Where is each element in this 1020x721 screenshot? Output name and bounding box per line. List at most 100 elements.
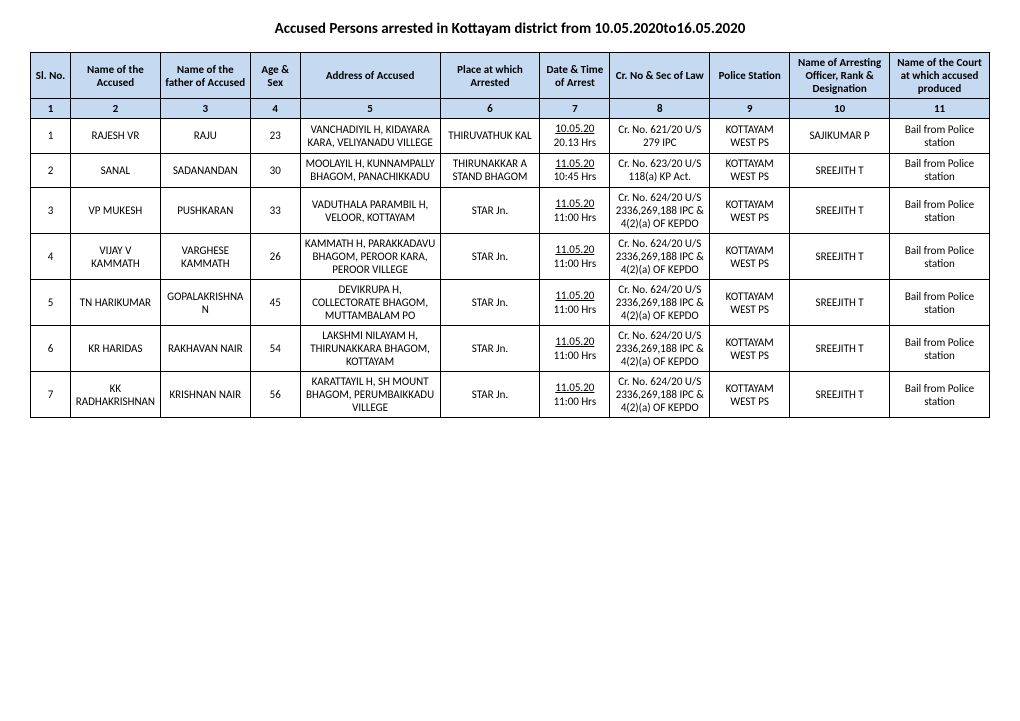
- col-court: Name of the Court at which accused produ…: [890, 53, 990, 99]
- cell-officer: SREEJITH T: [790, 372, 890, 418]
- cell-officer: SAJIKUMAR P: [790, 119, 890, 154]
- cell-date: 11.05.20: [555, 243, 594, 257]
- col-station: Police Station: [710, 53, 790, 99]
- cell-date: 11.05.20: [555, 157, 594, 171]
- cell-station: KOTTAYAM WEST PS: [710, 119, 790, 154]
- cell-age: 54: [250, 326, 300, 372]
- cell-time: 11:00 Hrs: [554, 395, 597, 409]
- cell-place: STAR Jn.: [440, 280, 540, 326]
- cell-age: 26: [250, 234, 300, 280]
- colnum: 10: [790, 99, 890, 119]
- colnum: 7: [540, 99, 610, 119]
- cell-father: SADANANDAN: [160, 153, 250, 188]
- cell-crno: Cr. No. 623/20 U/S 118(a) KP Act.: [610, 153, 710, 188]
- colnum: 2: [70, 99, 160, 119]
- cell-court: Bail from Police station: [890, 119, 990, 154]
- cell-time: 11:00 Hrs: [554, 257, 597, 271]
- cell-father: GOPALAKRISHNAN: [160, 280, 250, 326]
- colnum: 4: [250, 99, 300, 119]
- cell-address: KARATTAYIL H, SH MOUNT BHAGOM, PERUMBAIK…: [300, 372, 440, 418]
- cell-court: Bail from Police station: [890, 326, 990, 372]
- cell-sl: 3: [31, 188, 71, 234]
- colnum: 6: [440, 99, 540, 119]
- cell-age: 33: [250, 188, 300, 234]
- table-row: 4 VIJAY V KAMMATH VARGHESE KAMMATH 26 KA…: [31, 234, 990, 280]
- cell-datetime: 11.05.20 11:00 Hrs: [540, 280, 610, 326]
- cell-officer: SREEJITH T: [790, 188, 890, 234]
- cell-datetime: 11.05.20 10:45 Hrs: [540, 153, 610, 188]
- cell-age: 45: [250, 280, 300, 326]
- table-row: 7 KK RADHAKRISHNAN KRISHNAN NAIR 56 KARA…: [31, 372, 990, 418]
- cell-datetime: 11.05.20 11:00 Hrs: [540, 234, 610, 280]
- colnum: 8: [610, 99, 710, 119]
- cell-time: 11:00 Hrs: [554, 349, 597, 363]
- cell-place: THIRUNAKKAR A STAND BHAGOM: [440, 153, 540, 188]
- col-age: Age & Sex: [250, 53, 300, 99]
- cell-place: STAR Jn.: [440, 234, 540, 280]
- cell-officer: SREEJITH T: [790, 153, 890, 188]
- cell-place: STAR Jn.: [440, 372, 540, 418]
- cell-name: VIJAY V KAMMATH: [70, 234, 160, 280]
- cell-age: 23: [250, 119, 300, 154]
- cell-place: THIRUVATHUK KAL: [440, 119, 540, 154]
- cell-officer: SREEJITH T: [790, 326, 890, 372]
- col-datetime: Date & Time of Arrest: [540, 53, 610, 99]
- cell-court: Bail from Police station: [890, 372, 990, 418]
- cell-sl: 4: [31, 234, 71, 280]
- cell-name: SANAL: [70, 153, 160, 188]
- cell-station: KOTTAYAM WEST PS: [710, 372, 790, 418]
- cell-officer: SREEJITH T: [790, 280, 890, 326]
- cell-crno: Cr. No. 624/20 U/S 2336,269,188 IPC & 4(…: [610, 188, 710, 234]
- cell-place: STAR Jn.: [440, 326, 540, 372]
- cell-court: Bail from Police station: [890, 234, 990, 280]
- cell-place: STAR Jn.: [440, 188, 540, 234]
- cell-crno: Cr. No. 624/20 U/S 2336,269,188 IPC & 4(…: [610, 234, 710, 280]
- cell-sl: 7: [31, 372, 71, 418]
- cell-address: LAKSHMI NILAYAM H, THIRUNAKKARA BHAGOM, …: [300, 326, 440, 372]
- cell-father: KRISHNAN NAIR: [160, 372, 250, 418]
- cell-date: 11.05.20: [555, 335, 594, 349]
- cell-officer: SREEJITH T: [790, 234, 890, 280]
- cell-court: Bail from Police station: [890, 280, 990, 326]
- cell-court: Bail from Police station: [890, 153, 990, 188]
- col-name: Name of the Accused: [70, 53, 160, 99]
- cell-name: RAJESH VR: [70, 119, 160, 154]
- table-row: 3 VP MUKESH PUSHKARAN 33 VADUTHALA PARAM…: [31, 188, 990, 234]
- cell-station: KOTTAYAM WEST PS: [710, 234, 790, 280]
- cell-court: Bail from Police station: [890, 188, 990, 234]
- col-address: Address of Accused: [300, 53, 440, 99]
- cell-time: 11:00 Hrs: [554, 211, 597, 225]
- col-sl: Sl. No.: [31, 53, 71, 99]
- cell-datetime: 10.05.20 20.13 Hrs: [540, 119, 610, 154]
- cell-name: TN HARIKUMAR: [70, 280, 160, 326]
- cell-age: 30: [250, 153, 300, 188]
- column-number-row: 1 2 3 4 5 6 7 8 9 10 11: [31, 99, 990, 119]
- cell-crno: Cr. No. 624/20 U/S 2336,269,188 IPC & 4(…: [610, 326, 710, 372]
- colnum: 3: [160, 99, 250, 119]
- cell-datetime: 11.05.20 11:00 Hrs: [540, 326, 610, 372]
- table-row: 5 TN HARIKUMAR GOPALAKRISHNAN 45 DEVIKRU…: [31, 280, 990, 326]
- cell-station: KOTTAYAM WEST PS: [710, 326, 790, 372]
- cell-father: RAKHAVAN NAIR: [160, 326, 250, 372]
- cell-date: 10.05.20: [555, 122, 594, 136]
- table-row: 6 KR HARIDAS RAKHAVAN NAIR 54 LAKSHMI NI…: [31, 326, 990, 372]
- col-officer: Name of Arresting Officer, Rank & Design…: [790, 53, 890, 99]
- cell-datetime: 11.05.20 11:00 Hrs: [540, 372, 610, 418]
- cell-sl: 6: [31, 326, 71, 372]
- cell-sl: 5: [31, 280, 71, 326]
- cell-datetime: 11.05.20 11:00 Hrs: [540, 188, 610, 234]
- cell-name: KR HARIDAS: [70, 326, 160, 372]
- colnum: 5: [300, 99, 440, 119]
- cell-sl: 1: [31, 119, 71, 154]
- col-crno: Cr. No & Sec of Law: [610, 53, 710, 99]
- cell-time: 10:45 Hrs: [554, 170, 597, 184]
- arrest-table: Sl. No. Name of the Accused Name of the …: [30, 52, 990, 418]
- cell-age: 56: [250, 372, 300, 418]
- cell-name: VP MUKESH: [70, 188, 160, 234]
- cell-time: 11:00 Hrs: [554, 303, 597, 317]
- cell-crno: Cr. No. 621/20 U/S 279 IPC: [610, 119, 710, 154]
- col-father: Name of the father of Accused: [160, 53, 250, 99]
- colnum: 1: [31, 99, 71, 119]
- cell-date: 11.05.20: [555, 381, 594, 395]
- cell-station: KOTTAYAM WEST PS: [710, 188, 790, 234]
